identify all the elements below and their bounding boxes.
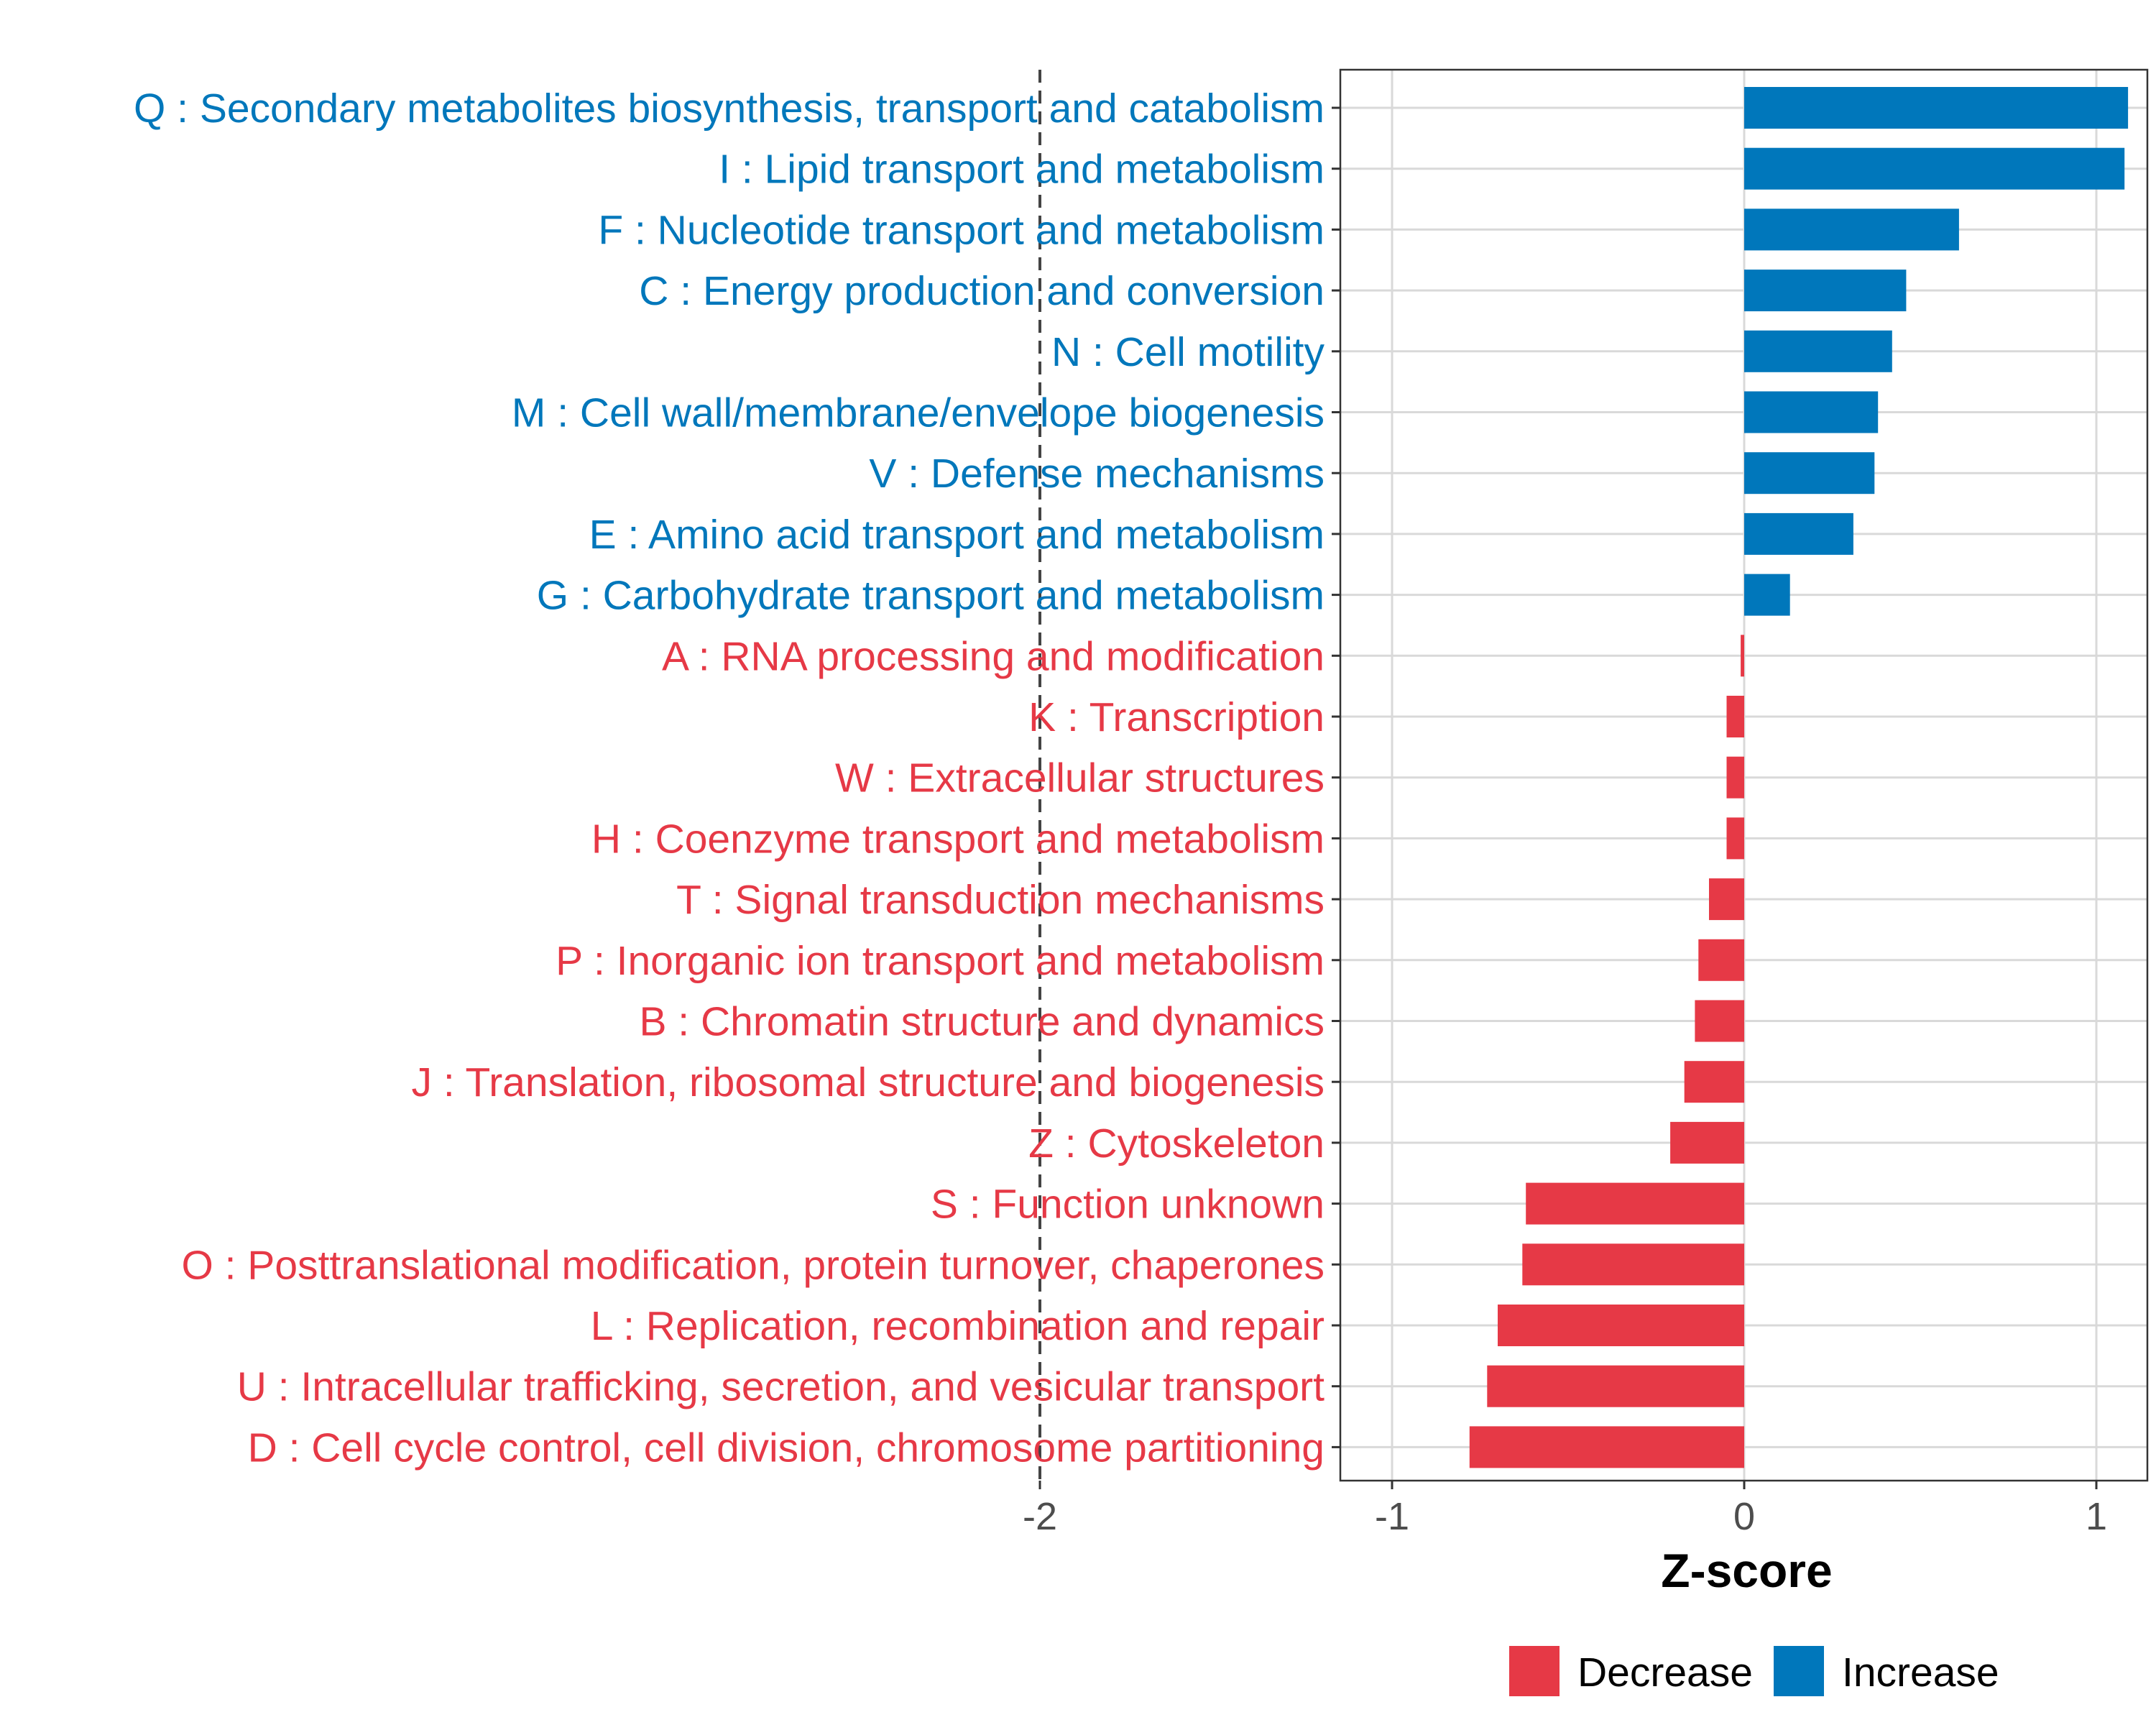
x-tick-label: -2 [1023,1495,1057,1538]
y-tick-label: I : Lipid transport and metabolism [719,147,1325,193]
bar [1469,1426,1744,1468]
y-tick-label: U : Intracellular trafficking, secretion… [237,1364,1325,1410]
bar [1709,878,1744,921]
bar [1698,939,1744,981]
bar [1670,1121,1744,1164]
bar [1695,1000,1744,1042]
bar [1744,147,2125,190]
y-tick-label: S : Function unknown [931,1182,1325,1228]
y-tick-label: M : Cell wall/membrane/envelope biogenes… [512,390,1325,436]
y-tick-label: O : Posttranslational modification, prot… [181,1242,1325,1288]
y-tick-label: L : Replication, recombination and repai… [591,1303,1325,1349]
x-axis: -2-1012 [1023,1481,2107,1538]
legend-label-increase: Increase [1842,1650,1999,1696]
y-tick-label: J : Translation, ribosomal structure and… [412,1059,1325,1105]
y-tick-label: D : Cell cycle control, cell division, c… [248,1425,1325,1471]
y-axis: Q : Secondary metabolites biosynthesis, … [134,86,1340,1471]
bar [1726,756,1744,799]
legend-key-increase [1774,1646,1824,1696]
y-tick-label: B : Chromatin structure and dynamics [639,999,1325,1045]
bar [1744,330,1892,372]
bar [1744,574,1790,616]
bar [1498,1305,1744,1346]
y-tick-label: E : Amino acid transport and metabolism [589,512,1325,558]
legend-label-decrease: Decrease [1577,1650,1753,1696]
y-tick-label: Z : Cytoskeleton [1028,1121,1325,1167]
bar [1726,696,1744,737]
bar [1487,1365,1744,1407]
bar [1744,87,2129,129]
y-tick-label: F : Nucleotide transport and metabolism [598,207,1325,253]
bar [1741,635,1744,677]
y-tick-label: C : Energy production and conversion [639,268,1325,314]
bar [1526,1182,1744,1225]
y-tick-label: V : Defense mechanisms [869,451,1325,497]
x-tick-label: 1 [2086,1495,2107,1538]
y-tick-label: K : Transcription [1028,694,1325,740]
bar [1744,512,1853,555]
bar [1744,208,1959,251]
bar [1726,817,1744,860]
x-tick-label: -1 [1375,1495,1409,1538]
x-tick-label: 0 [1733,1495,1755,1538]
bar [1522,1243,1744,1286]
y-tick-label: W : Extracellular structures [835,755,1325,801]
legend: Decrease Increase [1509,1646,1999,1696]
y-tick-label: H : Coenzyme transport and metabolism [591,816,1325,862]
bar-layer [1038,70,2129,1481]
legend-key-decrease [1509,1646,1560,1696]
bar [1744,452,1875,494]
y-tick-label: Q : Secondary metabolites biosynthesis, … [134,86,1325,132]
y-tick-label: N : Cell motility [1051,329,1325,375]
y-tick-label: A : RNA processing and modification [662,633,1325,679]
bar [1744,270,1907,312]
y-tick-label: P : Inorganic ion transport and metaboli… [556,938,1325,984]
x-axis-title: Z-score [1661,1544,1832,1597]
y-tick-label: T : Signal transduction mechanisms [676,877,1325,923]
bar [1684,1061,1744,1103]
bar [1744,391,1879,433]
y-tick-label: G : Carbohydrate transport and metabolis… [537,573,1325,619]
